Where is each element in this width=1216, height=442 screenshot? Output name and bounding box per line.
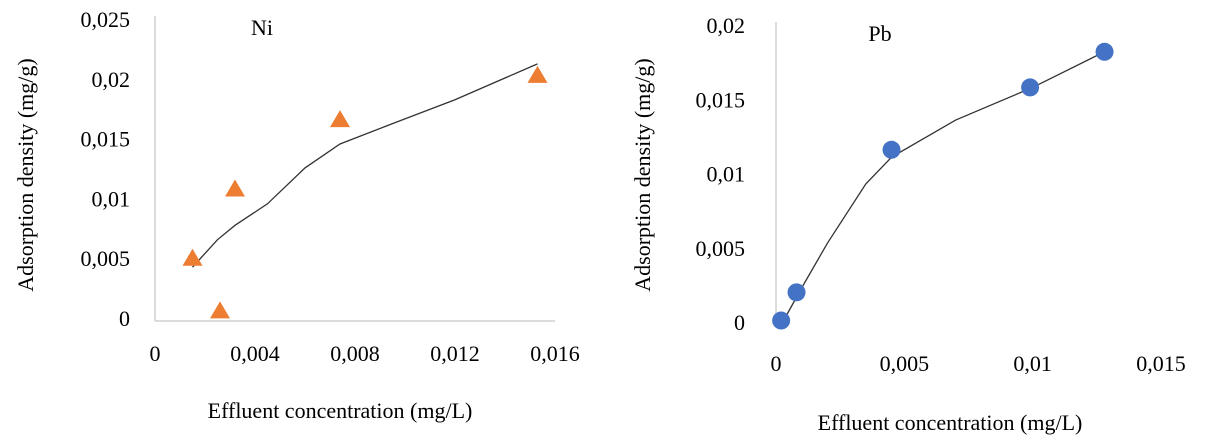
x-tick-label: 0,01 — [1013, 351, 1052, 376]
y-tick-label: 0,02 — [92, 67, 131, 92]
x-tick-label: 0 — [150, 341, 161, 366]
x-tick-label: 0,005 — [880, 351, 930, 376]
x-axis-label: Effluent concentration (mg/L) — [818, 410, 1083, 435]
point — [210, 301, 230, 319]
point — [182, 248, 203, 266]
point — [330, 110, 350, 128]
x-tick-label: 0,016 — [530, 341, 580, 366]
y-axis-label: Adsorption density (mg/g) — [630, 58, 655, 291]
y-tick-label: 0,01 — [92, 186, 131, 211]
x-tick-label: 0,004 — [230, 341, 280, 366]
trend-line — [192, 63, 538, 268]
y-tick-label: 0,01 — [707, 162, 746, 187]
y-tick-label: 0,005 — [81, 246, 131, 271]
chart-title: Ni — [251, 15, 273, 40]
x-tick-label: 0,008 — [330, 341, 380, 366]
x-tick-label: 0,015 — [1136, 351, 1186, 376]
y-tick-label: 0 — [119, 306, 130, 331]
x-tick-label: 0,012 — [430, 341, 480, 366]
y-tick-label: 0,02 — [707, 13, 746, 38]
point — [527, 65, 548, 83]
x-tick-label: 0 — [771, 351, 782, 376]
trend-line — [780, 51, 1105, 326]
point — [882, 140, 901, 159]
y-axis-label: Adsorption density (mg/g) — [13, 58, 38, 291]
y-tick-label: 0,015 — [696, 87, 746, 112]
point — [1095, 42, 1114, 61]
x-axis-label: Effluent concentration (mg/L) — [208, 398, 473, 423]
point — [787, 283, 806, 302]
point — [1021, 78, 1040, 97]
y-tick-label: 0,025 — [81, 7, 131, 32]
point — [772, 311, 791, 330]
point — [225, 179, 245, 197]
chart-title: Pb — [868, 21, 891, 46]
y-tick-label: 0,015 — [81, 127, 131, 152]
y-tick-label: 0,005 — [696, 236, 746, 261]
y-tick-label: 0 — [734, 310, 745, 335]
